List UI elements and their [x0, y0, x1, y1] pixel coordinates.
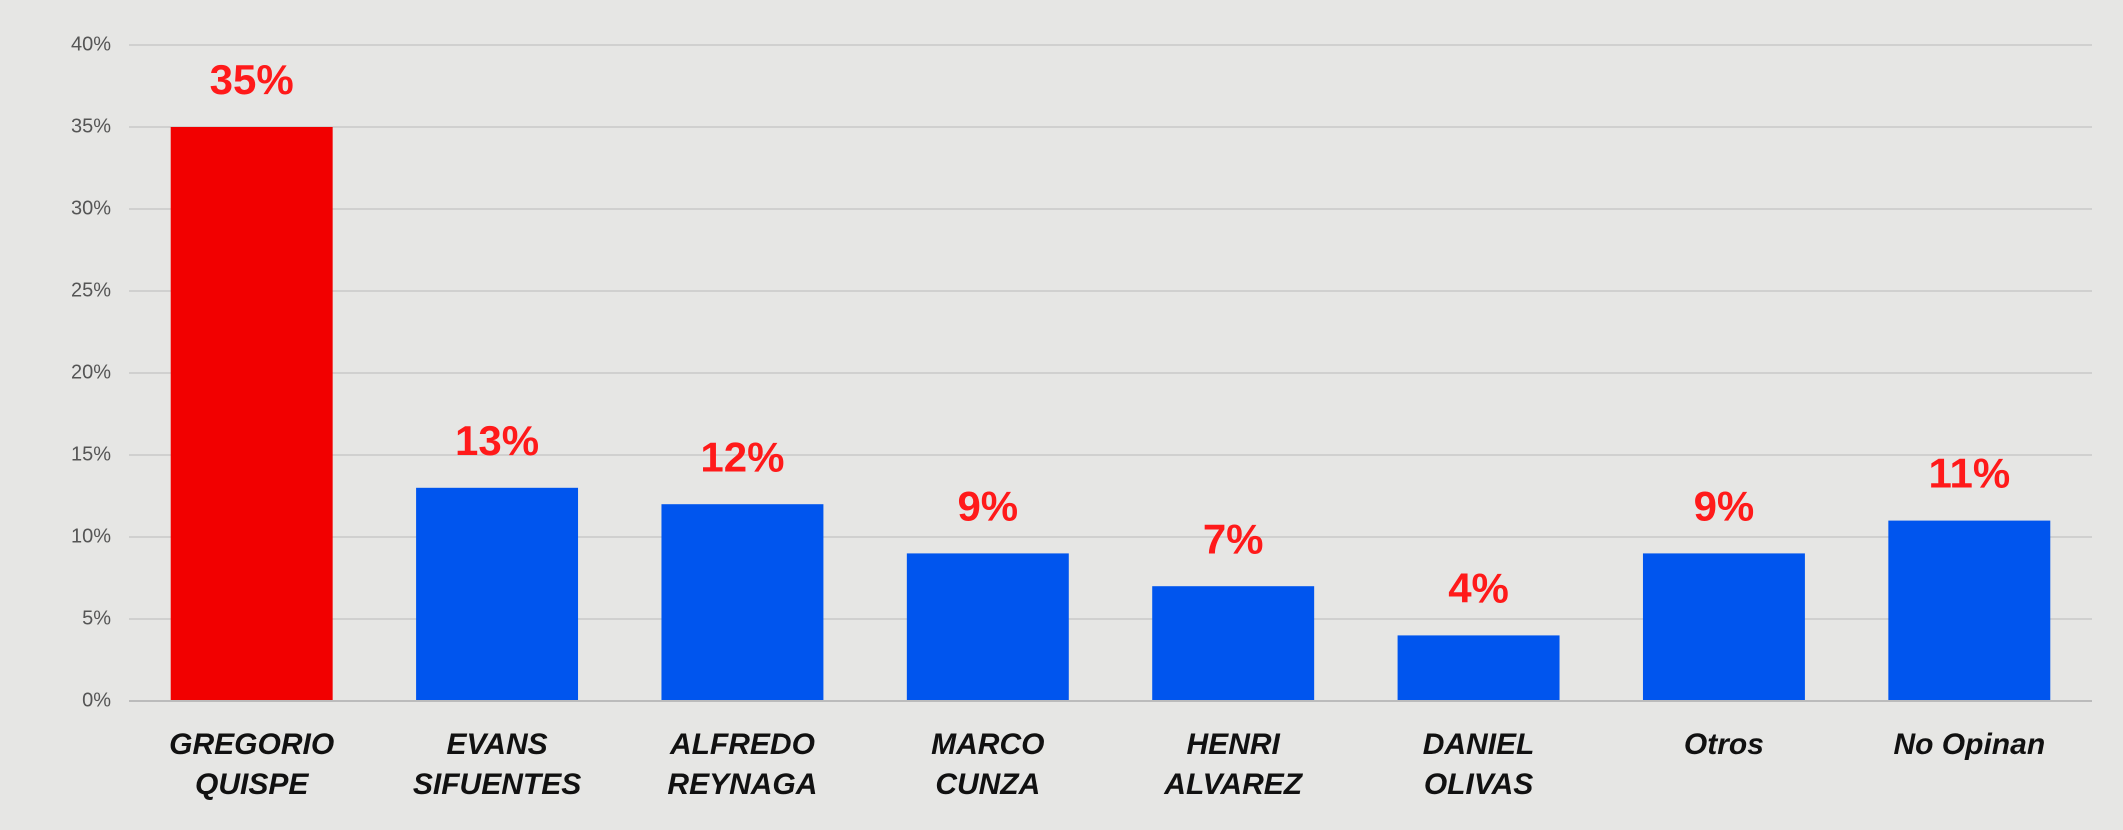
- value-label: 12%: [700, 433, 784, 480]
- bar: [1643, 553, 1805, 701]
- x-tick-label: GREGORIO QUISPE: [139, 725, 364, 805]
- value-label: 11%: [1928, 450, 2010, 497]
- chart: 0% 5% 10% 15% 20% 25% 30% 35% 40% 35% 13% 12% 9% 7% 4%…: [0, 0, 2123, 830]
- value-label: 9%: [957, 482, 1018, 529]
- x-tick-label: DANIEL OLIVAS: [1366, 725, 1591, 805]
- value-label: 35%: [210, 56, 294, 103]
- value-label: 13%: [455, 417, 539, 464]
- y-tick-label: 5%: [82, 607, 111, 629]
- y-tick-label: 0%: [82, 689, 111, 711]
- x-tick-label: Otros: [1611, 725, 1836, 765]
- x-tick-label: No Opinan: [1857, 725, 2082, 765]
- y-tick-label: 15%: [71, 443, 111, 465]
- value-label: 7%: [1203, 515, 1264, 562]
- x-tick-label: MARCO CUNZA: [875, 725, 1100, 805]
- x-tick-label: HENRI ALVAREZ: [1121, 725, 1346, 805]
- y-tick-label: 20%: [71, 361, 111, 383]
- y-tick-label: 10%: [71, 525, 111, 547]
- bar: [416, 488, 578, 701]
- x-tick-label: EVANS SIFUENTES: [384, 725, 609, 805]
- bar: [661, 504, 823, 701]
- bar: [907, 553, 1069, 701]
- chart-area: 0% 5% 10% 15% 20% 25% 30% 35% 40% 35% 13% 12% 9% 7% 4%…: [0, 0, 2123, 830]
- y-tick-label: 30%: [71, 197, 111, 219]
- y-tick-label: 35%: [71, 115, 111, 137]
- x-tick-label: ALFREDO REYNAGA: [630, 725, 855, 805]
- y-tick-label: 40%: [71, 33, 111, 55]
- y-tick-label: 25%: [71, 279, 111, 301]
- value-label: 4%: [1448, 564, 1509, 611]
- bar: [171, 127, 333, 701]
- bar: [1152, 586, 1314, 701]
- value-label: 9%: [1694, 482, 1755, 529]
- bar: [1398, 635, 1560, 701]
- bar: [1888, 521, 2050, 701]
